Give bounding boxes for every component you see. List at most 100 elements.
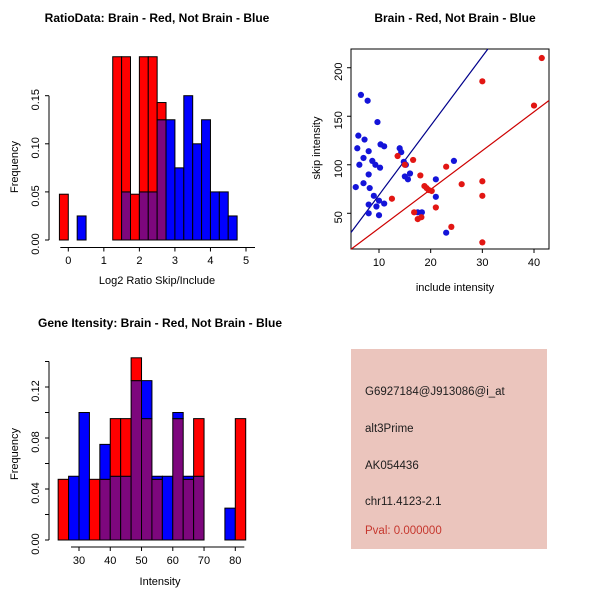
brain-point (432, 204, 439, 211)
x-tick-label: 3 (172, 255, 178, 267)
brain-fit-line (350, 100, 550, 250)
not-brain-point (398, 149, 405, 156)
probe-id-text: G6927184@J913086@i_at (365, 386, 505, 398)
accession-text: AK054436 (365, 460, 419, 472)
not-brain-point (357, 91, 365, 99)
probe-info-box (351, 349, 547, 549)
hist-bar (156, 119, 167, 241)
hist-bar (234, 418, 247, 541)
not-brain-point (370, 192, 377, 199)
brain-point (458, 181, 465, 188)
not-brain-point (365, 148, 372, 155)
not-brain-point (365, 171, 372, 178)
hist-bar (147, 191, 158, 241)
not-brain-point (375, 197, 383, 204)
brain-point (428, 187, 435, 195)
hist-bar (224, 507, 236, 541)
brain-point (479, 178, 486, 185)
x-tick-label: 40 (528, 257, 540, 269)
hist-bar (109, 475, 122, 541)
hist-bar (88, 478, 101, 541)
hist-bar (109, 418, 122, 477)
x-tick-label: 10 (373, 257, 385, 269)
hist-bar (78, 412, 90, 541)
hist-bar (76, 215, 87, 241)
hist-bar (57, 478, 70, 541)
hist-bar (183, 95, 194, 241)
hist-bar (121, 56, 131, 193)
y-tick-label: 0.08 (30, 431, 42, 452)
not-brain-point (364, 97, 371, 104)
hist-bar (172, 418, 184, 541)
hist-bar (120, 475, 132, 541)
not-brain-point (355, 132, 362, 139)
hist-bar (161, 475, 174, 541)
x-tick-label: 2 (136, 255, 142, 267)
brain-point (417, 172, 424, 179)
brain-point (530, 102, 538, 109)
pval-text: Pval: 0.000000 (365, 525, 442, 537)
gene-hist-ylabel: Frequency (9, 428, 21, 480)
hist-bar (99, 443, 111, 480)
hist-bar (58, 193, 69, 241)
x-tick-label: 30 (476, 257, 488, 269)
brain-point (448, 223, 455, 230)
hist-bar (120, 418, 132, 477)
x-tick-label: 40 (104, 555, 116, 567)
hist-bar (130, 380, 143, 541)
x-tick-label: 4 (207, 255, 213, 267)
not-brain-point (360, 154, 367, 162)
hist-bar (193, 475, 205, 541)
y-tick-label: 50 (333, 211, 345, 223)
y-tick-label: 150 (333, 111, 345, 129)
x-tick-label: 0 (65, 255, 71, 267)
ratio-hist-ylabel: Frequency (9, 141, 21, 193)
not-brain-point (356, 161, 363, 168)
brain-point (401, 161, 408, 168)
brain-point (410, 156, 417, 164)
not-brain-point (372, 161, 379, 168)
hist-bar (99, 478, 111, 541)
not-brain-point (376, 164, 384, 171)
not-brain-point (373, 203, 380, 210)
brain-point (479, 78, 486, 85)
locus-text: chr11.4123-2.1 (365, 496, 442, 508)
not-brain-point (365, 201, 372, 208)
brain-point (411, 209, 418, 216)
hist-bar (174, 167, 185, 241)
not-brain-point (352, 183, 359, 191)
not-brain-point (375, 212, 383, 219)
y-tick-label: 0.12 (30, 380, 42, 401)
x-tick-label: 50 (135, 555, 147, 567)
not-brain-point (381, 200, 388, 207)
scatter-plot-box (350, 48, 550, 250)
hist-bar (209, 191, 220, 241)
brain-point (443, 163, 450, 170)
not-brain-point (406, 170, 414, 177)
x-tick-label: 1 (101, 255, 107, 267)
hist-bar (182, 475, 195, 480)
brain-point (479, 192, 486, 199)
not-brain-point (374, 118, 381, 126)
not-brain-point (404, 176, 412, 183)
not-brain-point (361, 136, 368, 143)
brain-point (394, 152, 401, 160)
hist-bar (141, 380, 153, 420)
y-tick-label: 200 (333, 63, 345, 81)
hist-bar (227, 215, 238, 241)
hist-bar (121, 191, 131, 241)
splice-type-text: alt3Prime (365, 423, 414, 435)
hist-bar (201, 119, 211, 241)
y-tick-label: 100 (333, 160, 345, 178)
not-brain-point (443, 229, 450, 236)
hist-bar (138, 56, 149, 193)
hist-bar (151, 475, 163, 480)
not-brain-point (354, 145, 361, 152)
brain-point (479, 239, 486, 246)
x-tick-label: 30 (73, 555, 85, 567)
scatter-title: Brain - Red, Not Brain - Blue (374, 11, 536, 25)
hist-bar (165, 119, 176, 241)
x-tick-label: 5 (243, 255, 249, 267)
